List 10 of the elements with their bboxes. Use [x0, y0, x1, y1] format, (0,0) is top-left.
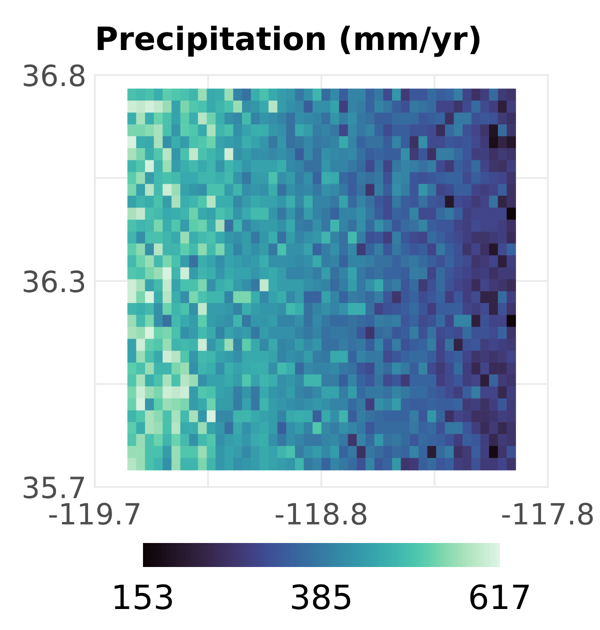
color-bar-label: 617: [470, 584, 529, 610]
y-tick-label: 35.7: [24, 476, 84, 498]
color-bar-label: 385: [292, 584, 350, 610]
x-tick-label: -119.7: [49, 502, 140, 525]
chart-title: Precipitation (mm/yr): [98, 26, 480, 57]
color-bar-label: 153: [114, 584, 172, 610]
y-tick-label: 36.3: [24, 270, 84, 292]
x-tick-label: -117.8: [502, 502, 593, 525]
x-tick-label: -118.8: [276, 502, 366, 525]
y-tick-label: 36.8: [24, 64, 84, 86]
